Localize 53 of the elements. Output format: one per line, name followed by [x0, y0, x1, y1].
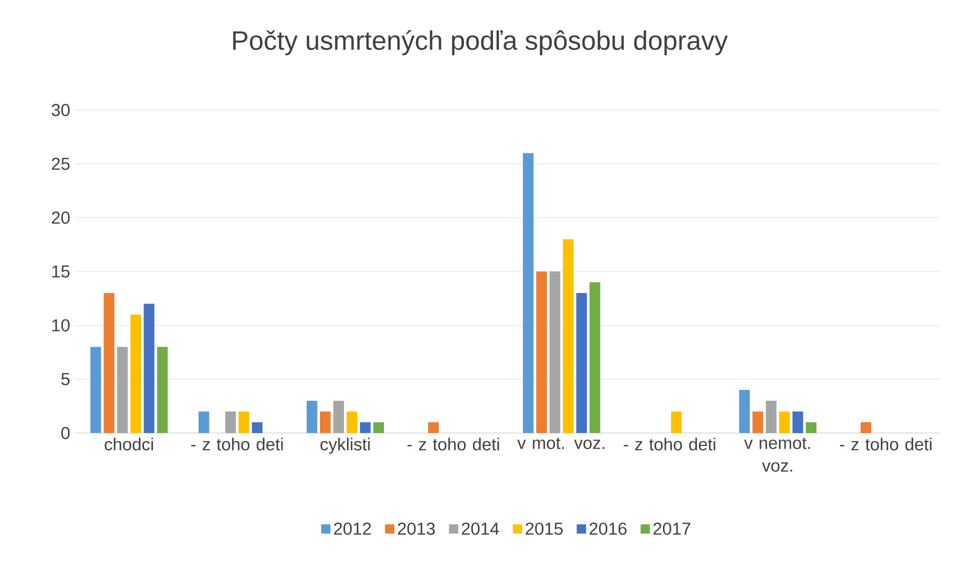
bar [752, 411, 764, 433]
x-tick-label: chodci [104, 438, 153, 450]
x-tick-label: v mot. voz. [517, 438, 604, 450]
bar [117, 346, 128, 433]
y-tick-label: 30 [52, 104, 70, 116]
bar [346, 411, 358, 433]
y-tick-label: 5 [61, 373, 70, 386]
bar [306, 400, 318, 433]
y-tick-label: 20 [52, 212, 70, 224]
bar [671, 411, 682, 433]
legend-label: 2014 [462, 522, 499, 535]
bar [252, 422, 263, 433]
bar [333, 400, 344, 433]
bar [225, 411, 236, 433]
y-tick-label: 25 [52, 158, 70, 170]
x-tick-label: cyklisti [320, 438, 370, 454]
bar [550, 272, 560, 433]
bar [360, 422, 371, 433]
bar [428, 422, 439, 433]
y-tick-label: 15 [52, 265, 70, 278]
x-tick-label: v nemot. voz. [744, 438, 810, 472]
bar [806, 422, 816, 433]
bar [198, 411, 210, 433]
bar [90, 346, 102, 433]
x-tick-label: - z toho deti [191, 438, 283, 450]
y-tick-label: 0 [61, 426, 70, 440]
bar [766, 400, 776, 433]
x-tick-label: - z toho deti [840, 438, 932, 450]
x-tick-label: - z toho deti [407, 438, 499, 450]
bar [739, 390, 750, 433]
legend-label: 2017 [653, 522, 690, 535]
legend-label: 2015 [526, 522, 563, 535]
bar [144, 304, 154, 433]
x-tick-label: - z toho deti [624, 438, 716, 450]
y-tick-label: 10 [52, 319, 70, 332]
bar [860, 422, 872, 433]
legend-label: 2013 [398, 522, 435, 535]
bar [590, 282, 600, 433]
bar [792, 411, 804, 433]
bar [522, 153, 534, 433]
bar [104, 293, 114, 433]
legend-label: 2016 [590, 522, 627, 535]
chart-title: Počty usmrtených podľa spôsobu dopravy [233, 30, 728, 56]
legend-label: 2012 [334, 522, 371, 535]
bar [779, 411, 790, 433]
bar [238, 411, 250, 433]
bar [130, 314, 142, 433]
bar [536, 272, 547, 433]
bar [576, 293, 587, 433]
bar [373, 422, 384, 433]
bar [320, 411, 331, 433]
bar [562, 239, 574, 433]
bar [157, 346, 168, 433]
